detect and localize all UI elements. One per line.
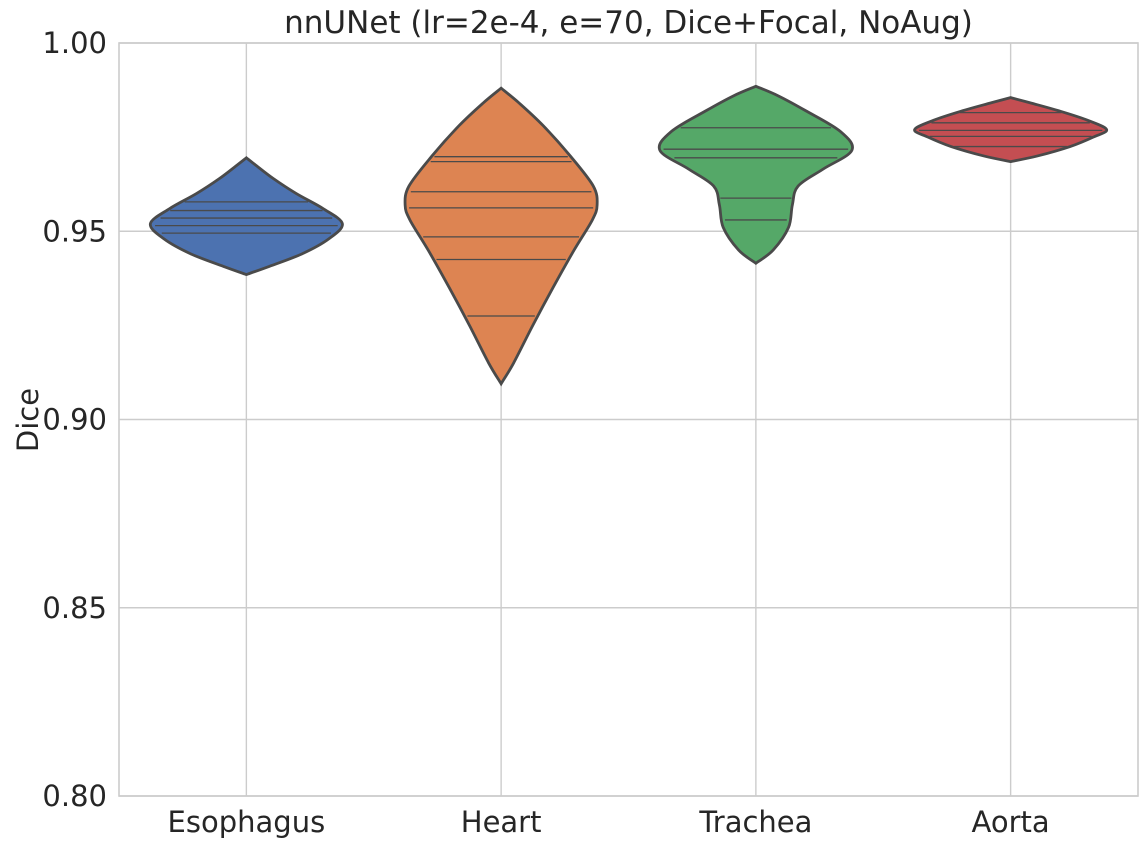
violin-layer xyxy=(148,84,1109,387)
violin-aorta xyxy=(913,96,1109,164)
x-tick-label: Trachea xyxy=(698,805,812,839)
y-tick-label: 1.00 xyxy=(42,26,107,60)
violin-esophagus xyxy=(148,156,344,277)
label-layer: 0.80 0.85 0.90 0.95 1.00 Esophagus Heart Trache… xyxy=(42,26,1049,839)
x-tick-label: Heart xyxy=(461,805,542,839)
violin-heart xyxy=(403,86,599,387)
y-axis-label: Dice xyxy=(11,388,45,452)
violin-trachea xyxy=(657,84,854,266)
y-tick-label: 0.90 xyxy=(42,403,107,437)
y-tick-label: 0.95 xyxy=(42,214,107,248)
x-tick-label: Esophagus xyxy=(168,805,326,839)
y-tick-label: 0.85 xyxy=(42,591,107,625)
y-tick-label: 0.80 xyxy=(42,779,107,813)
x-tick-label: Aorta xyxy=(972,805,1050,839)
plot-frame xyxy=(118,42,1139,797)
chart-title: nnUNet (lr=2e-4, e=70, Dice+Focal, NoAug… xyxy=(284,5,973,41)
